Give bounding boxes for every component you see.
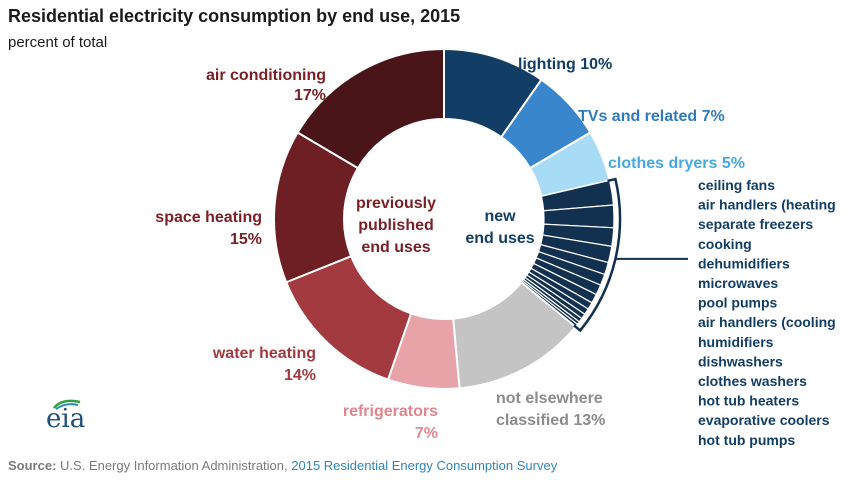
new-end-use-air-handlers-heating: air handlers (heating [698,197,836,213]
new-end-use-separate-freezers: separate freezers [698,216,813,232]
label-refrigerators: refrigerators [343,403,438,420]
new-end-use-dishwashers: dishwashers [698,353,783,369]
eia-logo: eia [46,404,86,434]
new-end-use-clothes-washers: clothes washers [698,373,807,389]
new-end-uses-bracket [573,177,622,333]
center-new-1: end uses [465,230,534,247]
label-air-conditioning: air conditioning [206,67,326,84]
source-note: Source: U.S. Energy Information Administ… [8,458,557,473]
label-water-heating: water heating [212,345,316,362]
new-end-use-hot-tub-heaters: hot tub heaters [698,393,799,409]
label-refrigerators-value: 7% [415,425,438,442]
label-air-conditioning-value: 17% [294,87,326,104]
new-end-use-evaporative-coolers: evaporative coolers [698,412,830,428]
new-end-use-dehumidifiers: dehumidifiers [698,255,790,271]
center-previous-0: previously [356,195,436,212]
label-tvs-and-related: TVs and related 7% [578,108,725,125]
eia-logo-swoosh-icon [53,399,81,410]
new-end-use-humidifiers: humidifiers [698,334,774,350]
center-previous-2: end uses [361,239,430,256]
new-end-use-hot-tub-pumps: hot tub pumps [698,432,795,448]
new-end-use-microwaves: microwaves [698,275,778,291]
new-end-use-ceiling-fans: ceiling fans [698,177,775,193]
label-not-elsewhere-value: classified 13% [496,412,605,429]
label-clothes-dryers: clothes dryers 5% [608,155,745,172]
new-end-use-air-handlers-cooling: air handlers (cooling [698,314,836,330]
chart-subtitle: percent of total [8,34,108,51]
new-end-use-cooking: cooking [698,236,752,252]
new-end-use-pool-pumps: pool pumps [698,295,778,311]
label-space-heating-value: 15% [230,231,262,248]
label-not-elsewhere: not elsewhere [496,390,603,407]
center-previous-1: published [358,217,434,234]
slice-air-conditioning [296,47,445,170]
chart-title: Residential electricity consumption by e… [8,6,461,26]
label-space-heating: space heating [155,209,262,226]
source-org: U.S. Energy Information Administration, [60,458,288,473]
label-lighting: lighting 10% [518,56,612,73]
label-water-heating-value: 14% [284,367,316,384]
source-survey-link[interactable]: 2015 Residential Energy Consumption Surv… [291,458,558,473]
center-new-0: new [484,208,516,225]
source-label: Source: [8,458,57,473]
